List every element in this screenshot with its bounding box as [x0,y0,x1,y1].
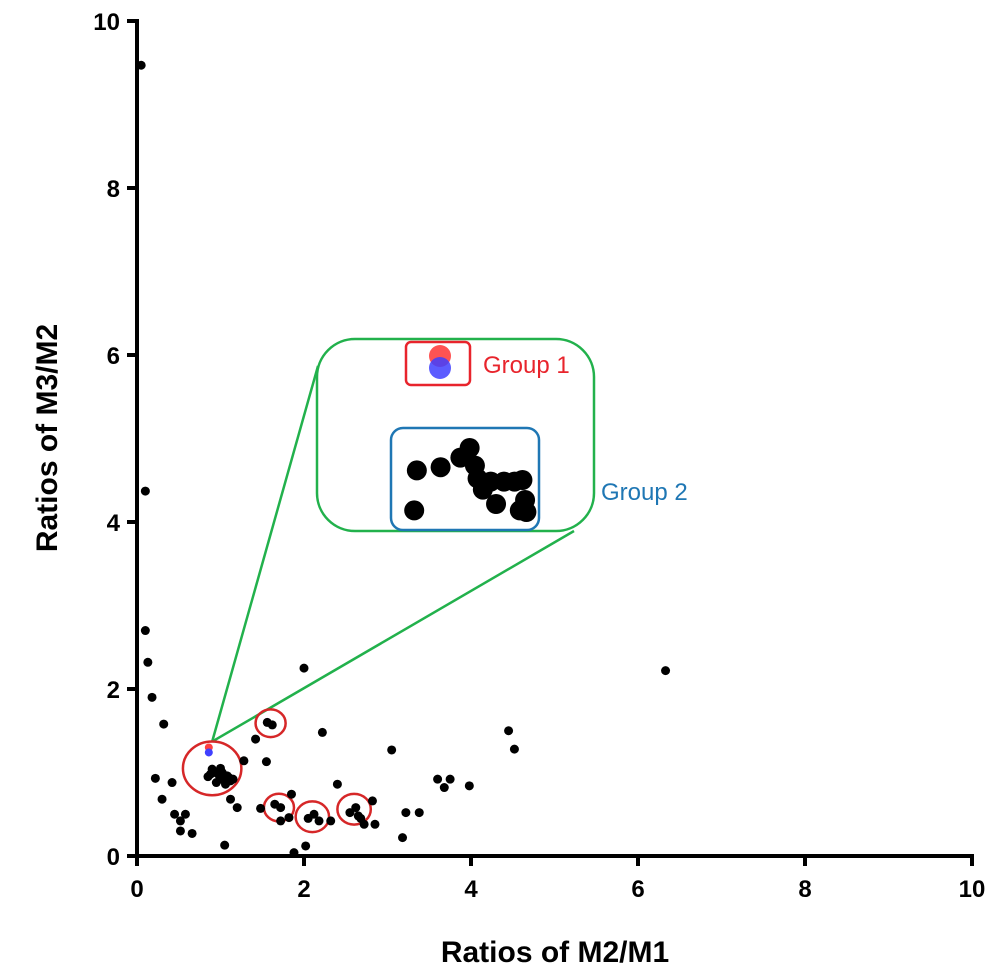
group2-inset-point [512,470,533,490]
group2-inset-point [430,457,451,478]
x-axis-title: Ratios of M2/M1 [441,936,669,969]
data-point [439,783,449,793]
data-point [309,809,319,819]
data-point [345,808,355,818]
data-point [326,816,336,826]
data-point [414,808,424,818]
data-point [314,816,324,826]
data-point [433,774,443,784]
group2-inset-point [459,438,480,458]
data-point [232,803,242,813]
data-point [211,778,221,788]
y-axis-title: Ratios of M3/M2 [31,324,64,552]
data-point [187,828,197,838]
data-point [267,720,277,730]
data-point [175,816,185,826]
group2-inset-point [486,494,507,514]
data-point [464,781,474,791]
y-tick-label: 6 [107,343,120,370]
y-tick-label: 10 [93,9,120,36]
data-point [286,789,296,799]
group2-inset-point [406,460,427,481]
x-tick-label: 0 [130,876,143,903]
y-tick-label: 2 [107,677,120,704]
group1-point [429,357,451,379]
data-point [367,796,377,806]
data-point [276,816,286,826]
data-point [509,744,519,754]
zoom-inset: Group 1 Group 2 [210,337,688,743]
data-point [205,769,215,779]
y-tick-label: 4 [107,510,121,537]
y-tick-label: 0 [107,844,120,871]
data-point [167,778,177,788]
data-point [256,803,266,813]
group1-box [404,340,472,387]
data-point [301,841,311,851]
group2-inset-point [404,500,425,521]
data-point [175,826,185,836]
data-points [136,60,671,858]
data-point [136,60,146,70]
data-point [356,813,366,823]
group2-inset-point [516,502,537,522]
data-point [150,773,160,783]
data-point [228,774,238,784]
highlight-circle [181,740,243,797]
data-point [251,734,261,744]
data-point [221,779,231,789]
data-point [351,803,361,813]
x-tick-label: 6 [631,876,644,903]
group2-inset-point [464,455,485,476]
data-point [370,819,380,829]
data-point [270,799,280,809]
data-point [226,794,236,804]
data-point [661,666,671,676]
data-point [159,719,169,729]
data-point [445,774,455,784]
x-tick-label: 8 [798,876,811,903]
group2-box [389,426,541,532]
x-tick-label: 10 [959,876,986,903]
axes: 0 2 4 6 8 10 0 2 4 6 8 10 [93,9,985,903]
y-tick-label: 8 [107,176,120,203]
data-point [140,626,150,636]
data-point [284,813,294,823]
data-point [261,757,271,767]
data-point [147,692,157,702]
data-point [332,779,342,789]
x-tick-label: 4 [464,876,478,903]
highlight-circle [254,708,287,739]
data-point [157,794,167,804]
zoom-connector-line [211,529,575,743]
data-point [140,486,150,496]
data-point [401,808,411,818]
data-point [239,756,249,766]
data-point [299,663,309,673]
data-point [204,748,213,757]
group1-label: Group 1 [483,352,570,379]
data-point [289,848,299,858]
zoom-connector-line [210,365,320,742]
data-point [317,727,327,737]
data-point [216,763,225,773]
data-point [170,809,180,819]
x-tick-label: 2 [297,876,310,903]
data-point [180,809,190,819]
data-point [387,745,397,755]
data-point [398,833,408,843]
data-point [220,840,230,850]
data-point [143,657,153,667]
group2-label: Group 2 [601,479,688,506]
highlight-circle [336,792,373,826]
data-point [504,726,514,736]
